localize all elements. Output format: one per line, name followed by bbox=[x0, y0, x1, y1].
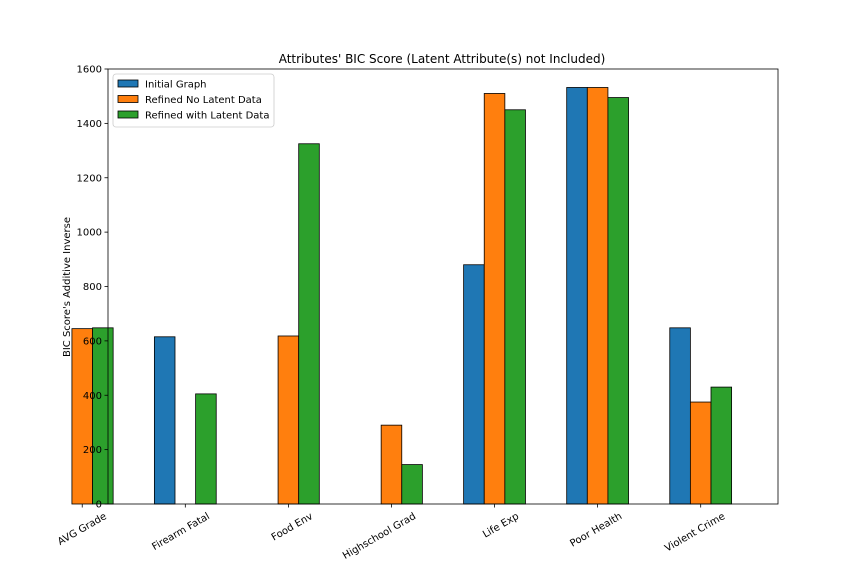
y-tick-label: 600 bbox=[83, 336, 102, 347]
y-tick-label: 1000 bbox=[77, 228, 102, 239]
x-tick-label: Food Env bbox=[270, 511, 315, 543]
bar-refined-no-latent-data-food-env bbox=[277, 335, 300, 505]
bar-refined-with-latent-data-violent-crime bbox=[710, 386, 733, 505]
bar-refined-no-latent-data-poor-health bbox=[586, 87, 609, 505]
legend-entry: Refined No Latent Data bbox=[145, 95, 262, 106]
bar-refined-no-latent-data-highschool-grad bbox=[380, 424, 403, 505]
x-tick-label: Poor Health bbox=[568, 511, 624, 550]
x-tick-label: Highschool Grad bbox=[341, 511, 418, 562]
bar-refined-with-latent-data-avg-grade bbox=[92, 327, 114, 505]
bar-refined-no-latent-data-violent-crime bbox=[689, 401, 712, 505]
legend: Initial Graph Refined No Latent Data Refin… bbox=[112, 73, 275, 128]
y-tick-label: 1400 bbox=[77, 119, 102, 130]
y-tick-label: 200 bbox=[83, 445, 102, 456]
y-axis-label: BIC Score's Additive Inverse bbox=[62, 217, 73, 357]
legend-box bbox=[112, 73, 275, 128]
y-tick-label: 400 bbox=[83, 391, 102, 402]
bar-refined-no-latent-data-life-exp bbox=[483, 93, 506, 505]
x-tick-label: Life Exp bbox=[481, 511, 521, 540]
bars-layer bbox=[71, 87, 733, 505]
x-tick-label: Violent Crime bbox=[663, 511, 727, 554]
bar-initial-graph-life-exp bbox=[463, 264, 485, 505]
legend-entry: Initial Graph bbox=[145, 80, 207, 91]
y-tick-label: 0 bbox=[96, 500, 102, 511]
legend-entry: Refined with Latent Data bbox=[145, 111, 269, 122]
bar-refined-no-latent-data-avg-grade bbox=[71, 328, 93, 505]
bar-refined-with-latent-data-firearm-fatal bbox=[195, 393, 217, 505]
bar-refined-with-latent-data-poor-health bbox=[607, 97, 629, 505]
bar-initial-graph-firearm-fatal bbox=[153, 336, 176, 505]
y-tick-label: 1200 bbox=[77, 173, 102, 184]
x-tick-label: Firearm Fatal bbox=[150, 511, 211, 553]
x-tick-label: AVG Grade bbox=[56, 511, 109, 548]
bar-initial-graph-violent-crime bbox=[669, 327, 691, 505]
chart-title: Attributes' BIC Score (Latent Attribute(… bbox=[279, 52, 606, 66]
legend-swatch bbox=[117, 110, 139, 119]
bar-refined-with-latent-data-highschool-grad bbox=[401, 464, 423, 505]
legend-swatch bbox=[117, 79, 139, 88]
y-tick-label: 1600 bbox=[77, 65, 102, 76]
legend-swatch bbox=[117, 95, 139, 103]
y-tick-label: 800 bbox=[83, 282, 102, 293]
bar-refined-with-latent-data-food-env bbox=[298, 143, 320, 505]
bar-refined-with-latent-data-life-exp bbox=[504, 109, 526, 505]
bar-initial-graph-poor-health bbox=[566, 87, 588, 505]
